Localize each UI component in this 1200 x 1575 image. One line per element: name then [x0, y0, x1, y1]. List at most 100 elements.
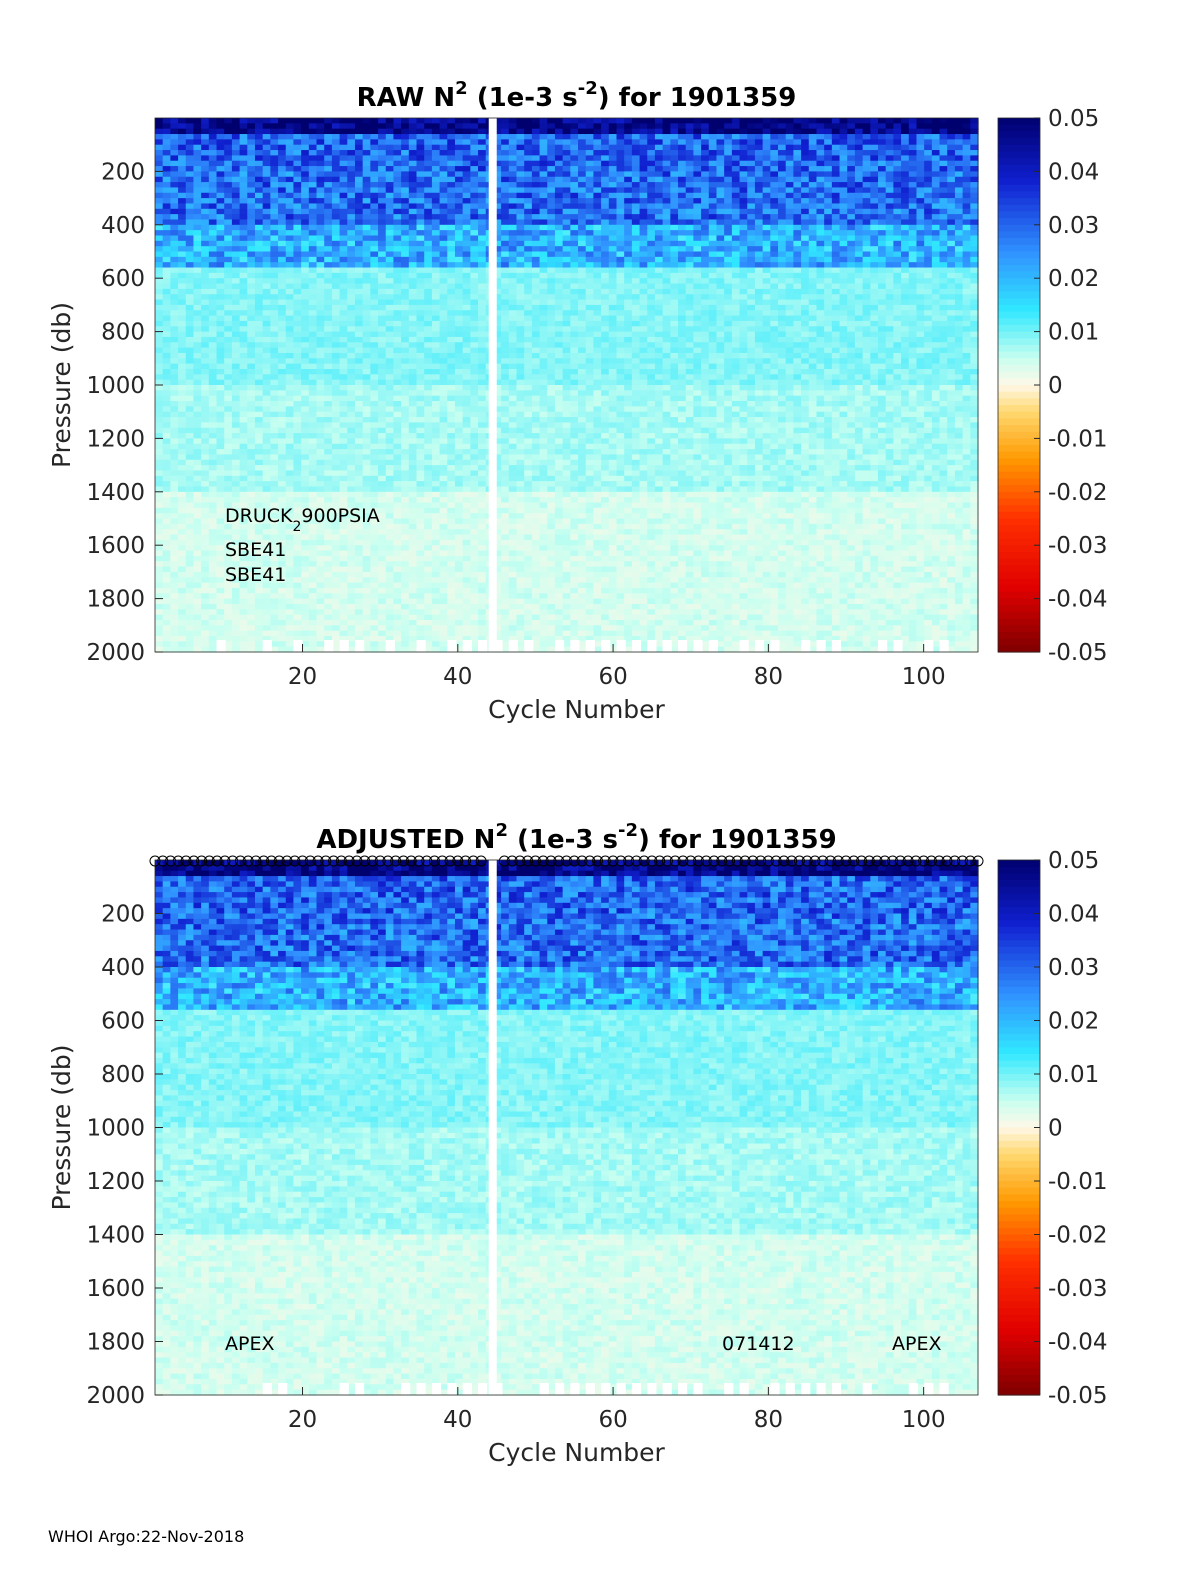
heatmap-cell — [370, 513, 379, 520]
heatmap-cell — [270, 240, 279, 247]
heatmap-cell — [501, 203, 510, 210]
heatmap-cell — [401, 539, 410, 546]
heatmap-cell — [378, 438, 387, 445]
heatmap-cell — [501, 160, 510, 167]
heatmap-cell — [162, 438, 171, 445]
heatmap-cell — [324, 368, 333, 375]
heatmap-cell — [270, 395, 279, 402]
heatmap-cell — [162, 411, 171, 418]
heatmap-cell — [308, 635, 318, 642]
heatmap-cell — [454, 256, 464, 263]
heatmap-cell — [231, 304, 241, 311]
heatmap-cell — [254, 443, 264, 450]
heatmap-cell — [385, 390, 395, 397]
heatmap-cell — [308, 422, 318, 429]
heatmap-cell — [516, 139, 525, 146]
heatmap-cell — [439, 246, 448, 253]
heatmap-cell — [285, 518, 295, 525]
heatmap-cell — [216, 272, 225, 279]
heatmap-cell — [301, 401, 310, 407]
heatmap-cell — [239, 646, 248, 653]
heatmap-cell — [431, 395, 441, 402]
heatmap-cell — [339, 534, 348, 541]
heatmap-cell — [347, 379, 356, 386]
heatmap-cell — [524, 150, 533, 156]
heatmap-cell — [378, 326, 387, 333]
heatmap-cell — [331, 417, 341, 423]
heatmap-cell — [162, 368, 171, 375]
heatmap-cell — [424, 288, 433, 295]
heatmap-cell — [439, 299, 448, 306]
heatmap-cell — [424, 235, 433, 242]
heatmap-cell — [524, 422, 533, 429]
heatmap-cell — [201, 625, 210, 632]
heatmap-cell — [293, 182, 302, 189]
heatmap-cell — [431, 219, 441, 226]
heatmap-cell — [354, 230, 364, 237]
heatmap-cell — [354, 566, 364, 573]
heatmap-cell — [508, 208, 518, 215]
heatmap-cell — [370, 385, 379, 391]
heatmap-cell — [224, 401, 233, 407]
heatmap-cell — [408, 475, 418, 482]
heatmap-cell — [347, 449, 356, 456]
heatmap-cell — [385, 481, 395, 488]
heatmap-cell — [262, 304, 271, 311]
heatmap-cell — [278, 513, 287, 520]
heatmap-cell — [378, 299, 387, 306]
heatmap-cell — [462, 491, 471, 498]
heatmap-cell — [531, 449, 541, 456]
heatmap-cell — [493, 358, 502, 365]
heatmap-cell — [462, 507, 471, 514]
heatmap-cell — [447, 192, 456, 199]
heatmap-cell — [439, 262, 448, 269]
heatmap-cell — [362, 555, 371, 562]
heatmap-cell — [393, 603, 402, 610]
heatmap-cell — [370, 144, 379, 151]
heatmap-cell — [439, 454, 448, 461]
heatmap-cell — [254, 176, 264, 183]
heatmap-cell — [239, 198, 248, 205]
heatmap-cell — [308, 283, 318, 290]
heatmap-cell — [385, 545, 395, 552]
heatmap-cell — [324, 171, 333, 178]
heatmap-cell — [385, 587, 395, 594]
heatmap-cell — [470, 176, 479, 183]
heatmap-cell — [247, 385, 256, 391]
heatmap-cell — [424, 155, 433, 162]
heatmap-cell — [216, 614, 225, 621]
heatmap-cell — [524, 433, 533, 439]
heatmap-cell — [531, 230, 541, 237]
heatmap-cell — [301, 507, 310, 514]
heatmap-cell — [254, 459, 264, 466]
heatmap-cell — [162, 320, 171, 327]
heatmap-cell — [324, 593, 333, 600]
heatmap-cell — [339, 331, 348, 338]
heatmap-cell — [178, 502, 187, 509]
heatmap-cell — [208, 470, 218, 477]
heatmap-cell — [308, 566, 318, 573]
heatmap-cell — [231, 481, 241, 488]
heatmap-cell — [239, 299, 248, 306]
heatmap-cell — [285, 240, 295, 247]
heatmap-cell — [401, 251, 410, 258]
heatmap-cell — [478, 144, 487, 151]
heatmap-cell — [170, 582, 179, 589]
heatmap-cell — [293, 465, 302, 472]
heatmap-cell — [170, 438, 179, 445]
heatmap-cell — [208, 368, 218, 375]
heatmap-cell — [378, 550, 387, 557]
heatmap-cell — [424, 475, 433, 482]
heatmap-cell — [178, 411, 187, 418]
heatmap-cell — [431, 363, 441, 370]
heatmap-cell — [324, 497, 333, 504]
heatmap-cell — [378, 507, 387, 514]
heatmap-cell — [162, 246, 171, 253]
heatmap-cell — [401, 134, 410, 140]
heatmap-cell — [385, 401, 395, 407]
heatmap-cell — [339, 176, 348, 183]
heatmap-cell — [516, 513, 525, 520]
heatmap-cell — [262, 577, 271, 584]
heatmap-cell — [447, 363, 456, 370]
heatmap-cell — [385, 310, 395, 317]
